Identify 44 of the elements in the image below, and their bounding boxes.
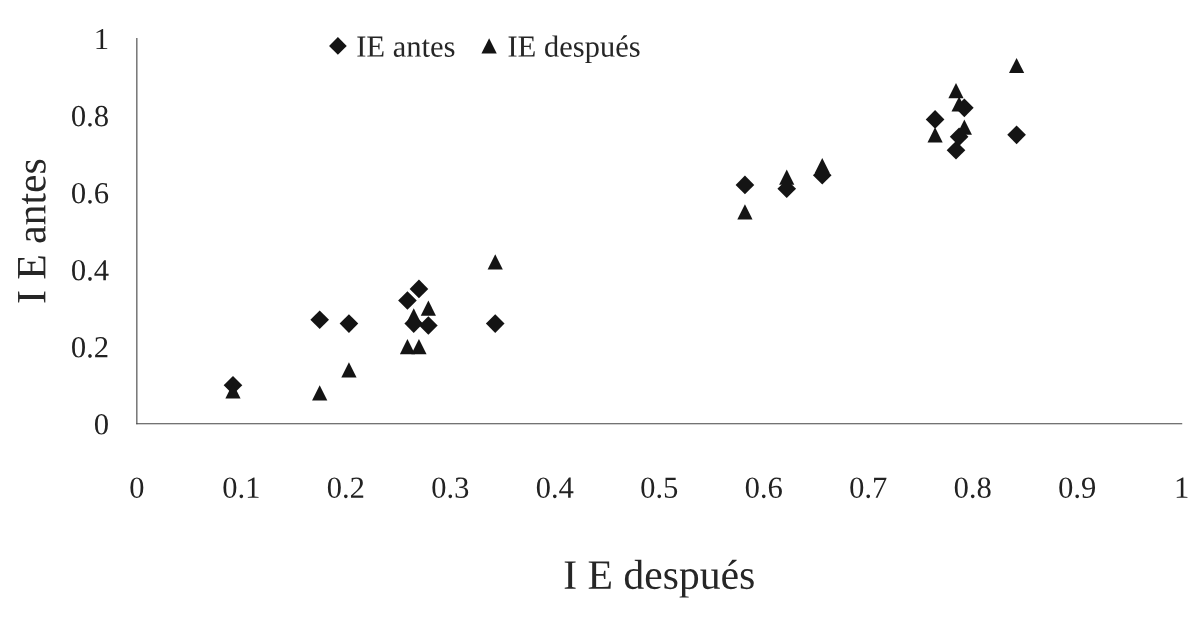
point [779,169,795,185]
point [735,175,755,195]
x-tick-label: 0.8 [954,477,991,499]
point [485,314,505,333]
point [312,385,328,401]
point [399,339,416,355]
y-tick-label: 1 [96,28,108,50]
y-tick-label: 0 [94,414,108,435]
x-tick-label: 0.1 [223,477,259,499]
x-tick-label: 0.9 [1059,477,1096,499]
point [341,362,357,378]
point [411,339,427,355]
legend-label: IE antes [357,36,455,57]
point [925,110,945,129]
y-axis-title: I E antes [18,159,46,303]
point [487,254,503,270]
point [406,308,422,324]
point [1008,57,1025,74]
x-tick-label: 0.3 [432,477,469,499]
point [737,204,753,220]
y-tick-label: 0.2 [72,336,108,358]
x-tick-label: 0.5 [641,477,678,499]
point [339,314,359,333]
point [948,82,964,99]
point [310,310,330,330]
point [419,316,438,335]
x-tick-label: 0.7 [850,477,887,499]
point [927,127,943,143]
point [398,291,417,310]
x-tick-label: 0.6 [745,477,782,499]
x-tick-label: 0 [130,477,144,498]
legend-label: IE después [508,35,640,64]
point [409,279,429,299]
x-tick-label: 1 [1176,477,1188,498]
x-tick-label: 0.2 [327,477,364,499]
x-axis-title: I E después [564,559,754,598]
point [814,158,830,174]
point [420,300,436,316]
point [946,140,966,160]
y-tick-label: 0.6 [72,182,109,204]
y-tick-label: 0.8 [72,105,108,127]
y-tick-label: 0.4 [72,259,109,281]
point [1007,125,1026,145]
x-tick-label: 0.4 [536,477,574,499]
